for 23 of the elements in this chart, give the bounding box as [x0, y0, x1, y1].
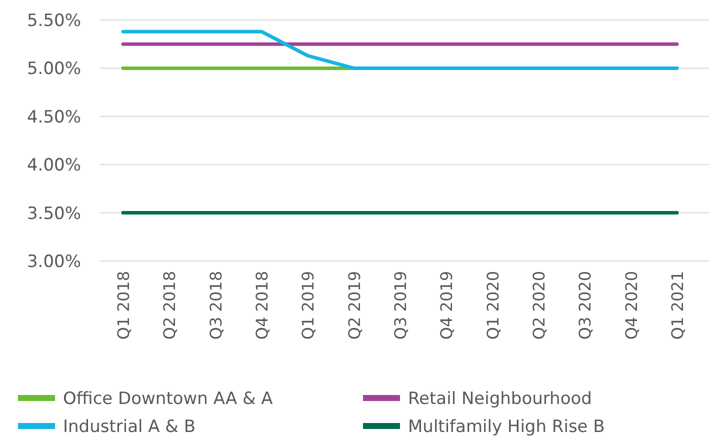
- y-tick-label: 3.00%: [26, 252, 81, 272]
- x-tick-label: Q1 2019: [298, 271, 318, 340]
- x-tick-label: Q1 2020: [483, 271, 502, 340]
- y-tick-label: 5.00%: [26, 59, 81, 80]
- y-tick-label: 3.50%: [26, 204, 81, 224]
- x-tick-label: Q2 2020: [530, 271, 548, 340]
- x-tick-label: Q3 2018: [206, 271, 226, 340]
- legend-label: Industrial A & B: [63, 416, 196, 437]
- y-tick-label: 4.00%: [26, 156, 81, 176]
- x-tick-label: Q4 2020: [622, 271, 641, 340]
- y-tick-label: 5.50%: [26, 10, 81, 31]
- x-tick-label: Q1 2018: [114, 271, 133, 340]
- x-tick-label: Q1 2021: [668, 271, 687, 340]
- x-tick-label: Q2 2019: [344, 271, 364, 340]
- x-tick-label: Q2 2018: [160, 271, 180, 340]
- x-tick-label: Q3 2020: [576, 271, 595, 340]
- legend-label: Retail Neighbourhood: [408, 388, 592, 409]
- y-tick-label: 4.50%: [26, 107, 81, 128]
- legend-label: Multifamily High Rise B: [408, 416, 605, 437]
- x-tick-label: Q3 2019: [391, 271, 410, 340]
- legend-label: Office Downtown AA & A: [63, 388, 274, 409]
- x-tick-label: Q4 2019: [437, 271, 456, 340]
- x-tick-label: Q4 2018: [252, 271, 272, 340]
